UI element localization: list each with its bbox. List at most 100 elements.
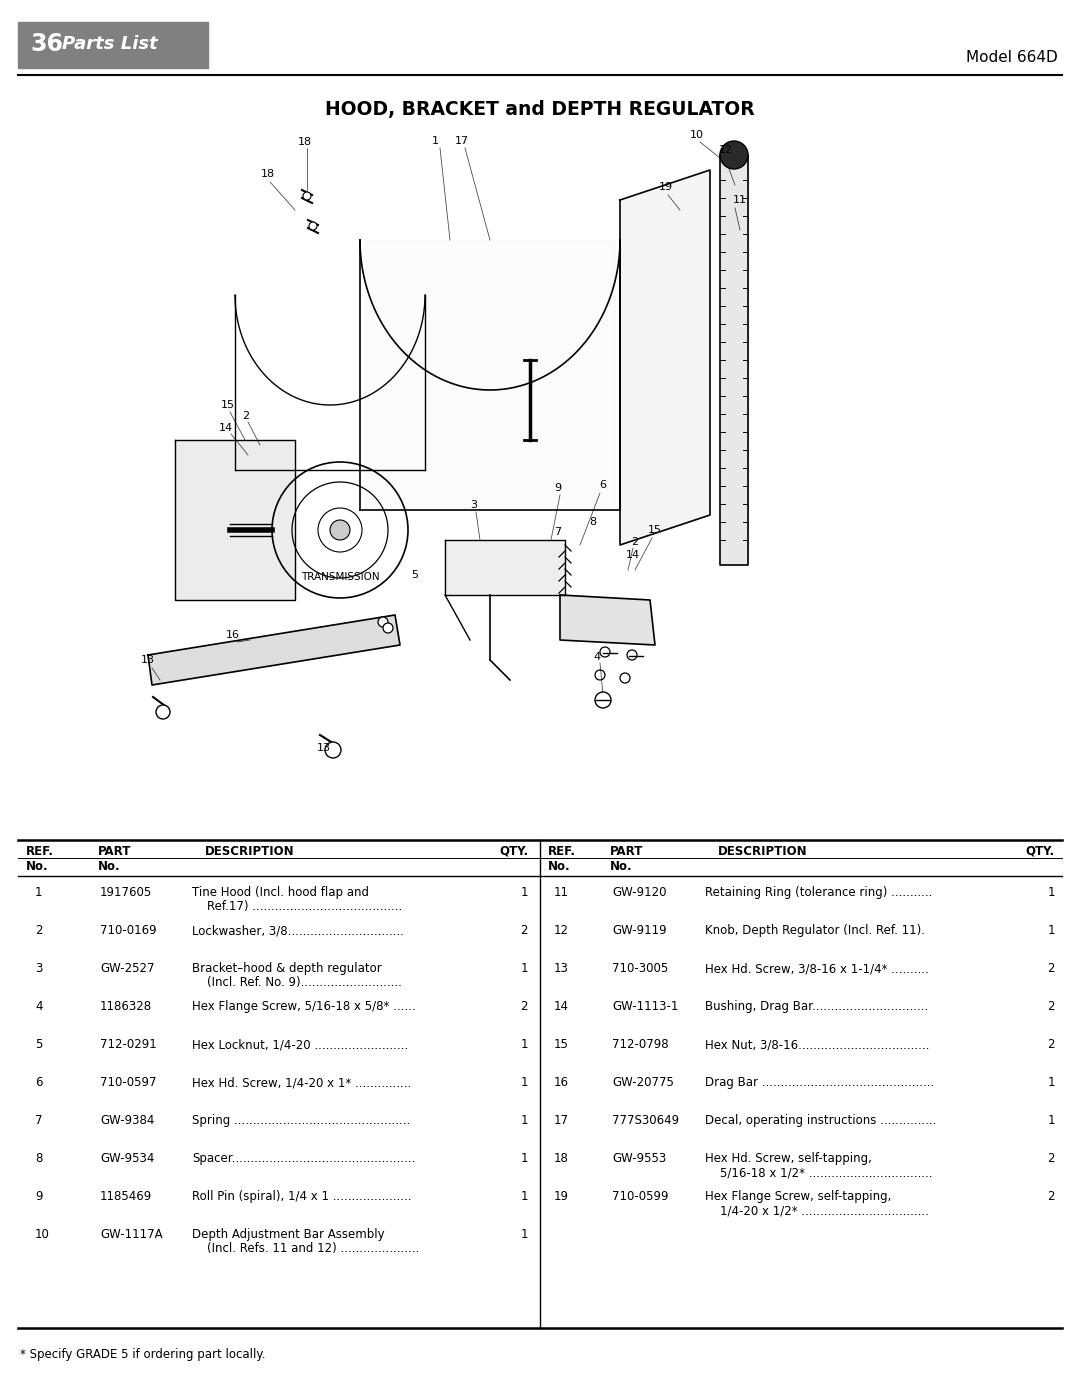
Text: 1: 1: [521, 1153, 528, 1165]
Text: Roll Pin (spiral), 1/4 x 1 .....................: Roll Pin (spiral), 1/4 x 1 .............…: [192, 1190, 411, 1203]
Text: 3: 3: [35, 963, 42, 975]
Text: 17: 17: [554, 1113, 569, 1127]
Text: 1917605: 1917605: [100, 886, 152, 900]
Text: PART: PART: [610, 845, 644, 858]
Text: 1: 1: [432, 136, 438, 147]
Text: REF.: REF.: [548, 845, 576, 858]
Text: 710-0169: 710-0169: [100, 923, 157, 937]
Text: GW-9384: GW-9384: [100, 1113, 154, 1127]
Text: 19: 19: [659, 182, 673, 191]
Text: Ref.17) ........................................: Ref.17) ................................…: [192, 900, 402, 914]
Text: 4: 4: [593, 652, 600, 662]
Text: 1: 1: [1048, 1113, 1055, 1127]
Text: QTY.: QTY.: [1026, 845, 1055, 858]
Text: 10: 10: [35, 1228, 50, 1241]
Text: GW-9553: GW-9553: [612, 1153, 666, 1165]
Text: TRANSMISSION: TRANSMISSION: [300, 571, 379, 583]
Text: 8: 8: [35, 1153, 42, 1165]
Text: 1: 1: [521, 1113, 528, 1127]
Polygon shape: [148, 615, 400, 685]
Text: 1/4-20 x 1/2* ..................................: 1/4-20 x 1/2* ..........................…: [705, 1204, 929, 1217]
Text: 712-0798: 712-0798: [612, 1038, 669, 1051]
Text: 17: 17: [455, 136, 469, 147]
Text: 2: 2: [1048, 963, 1055, 975]
Text: QTY.: QTY.: [499, 845, 528, 858]
Text: 1: 1: [521, 1076, 528, 1090]
Text: GW-20775: GW-20775: [612, 1076, 674, 1090]
Text: GW-1117A: GW-1117A: [100, 1228, 163, 1241]
Text: No.: No.: [98, 861, 121, 873]
Text: 2: 2: [521, 1000, 528, 1013]
Text: 16: 16: [554, 1076, 569, 1090]
Text: 1: 1: [35, 886, 42, 900]
Text: 2: 2: [1048, 1190, 1055, 1203]
Text: Hex Flange Screw, self-tapping,: Hex Flange Screw, self-tapping,: [705, 1190, 891, 1203]
Text: Model 664D: Model 664D: [967, 50, 1058, 66]
Text: 36: 36: [30, 32, 63, 56]
Text: 2: 2: [1048, 1038, 1055, 1051]
Text: GW-9119: GW-9119: [612, 923, 666, 937]
Text: 2: 2: [632, 536, 638, 548]
Text: 2: 2: [1048, 1000, 1055, 1013]
Text: 3: 3: [471, 500, 477, 510]
Text: Tine Hood (Incl. hood flap and: Tine Hood (Incl. hood flap and: [192, 886, 369, 900]
Text: 18: 18: [298, 137, 312, 147]
Text: Spring ...............................................: Spring .................................…: [192, 1113, 410, 1127]
Polygon shape: [620, 170, 710, 545]
Text: 11: 11: [554, 886, 569, 900]
Circle shape: [309, 222, 318, 231]
Text: 1: 1: [1048, 923, 1055, 937]
Text: 2: 2: [521, 923, 528, 937]
Text: 710-0599: 710-0599: [612, 1190, 669, 1203]
Polygon shape: [561, 595, 654, 645]
Text: GW-9534: GW-9534: [100, 1153, 154, 1165]
Text: No.: No.: [26, 861, 49, 873]
Text: 1: 1: [1048, 1076, 1055, 1090]
Text: 1: 1: [521, 1190, 528, 1203]
Text: DESCRIPTION: DESCRIPTION: [205, 845, 295, 858]
Circle shape: [330, 520, 350, 541]
Text: 13: 13: [318, 743, 330, 753]
Text: Bracket–hood & depth regulator: Bracket–hood & depth regulator: [192, 963, 381, 975]
Text: Retaining Ring (tolerance ring) ...........: Retaining Ring (tolerance ring) ........…: [705, 886, 932, 900]
Circle shape: [156, 705, 170, 719]
Circle shape: [325, 742, 341, 759]
Text: (Incl. Refs. 11 and 12) .....................: (Incl. Refs. 11 and 12) ................…: [192, 1242, 419, 1255]
Text: 15: 15: [648, 525, 662, 535]
Text: 4: 4: [35, 1000, 42, 1013]
Text: 15: 15: [554, 1038, 569, 1051]
Text: 11: 11: [733, 196, 747, 205]
Text: 18: 18: [261, 169, 275, 179]
Text: 13: 13: [554, 963, 569, 975]
Text: 1186328: 1186328: [100, 1000, 152, 1013]
Text: 2: 2: [242, 411, 249, 420]
Text: 2: 2: [35, 923, 42, 937]
Text: 777S30649: 777S30649: [612, 1113, 679, 1127]
Text: Lockwasher, 3/8...............................: Lockwasher, 3/8.........................…: [192, 923, 404, 937]
Text: 7: 7: [35, 1113, 42, 1127]
Text: 5: 5: [411, 570, 419, 580]
Text: Drag Bar ..............................................: Drag Bar ...............................…: [705, 1076, 934, 1090]
Text: 9: 9: [554, 483, 562, 493]
Text: 14: 14: [626, 550, 640, 560]
Text: 14: 14: [219, 423, 233, 433]
Text: 13: 13: [141, 655, 156, 665]
Text: Depth Adjustment Bar Assembly: Depth Adjustment Bar Assembly: [192, 1228, 384, 1241]
Text: Hex Flange Screw, 5/16-18 x 5/8* ......: Hex Flange Screw, 5/16-18 x 5/8* ......: [192, 1000, 416, 1013]
Text: 15: 15: [221, 400, 235, 409]
Text: 5: 5: [35, 1038, 42, 1051]
Text: GW-1113-1: GW-1113-1: [612, 1000, 678, 1013]
FancyBboxPatch shape: [18, 22, 208, 68]
Text: No.: No.: [610, 861, 633, 873]
Text: Hex Hd. Screw, self-tapping,: Hex Hd. Screw, self-tapping,: [705, 1153, 872, 1165]
Polygon shape: [720, 155, 748, 564]
Text: 12: 12: [719, 145, 733, 155]
Text: 1: 1: [521, 886, 528, 900]
Text: Hex Nut, 3/8-16...................................: Hex Nut, 3/8-16.........................…: [705, 1038, 930, 1051]
Text: Hex Hd. Screw, 3/8-16 x 1-1/4* ..........: Hex Hd. Screw, 3/8-16 x 1-1/4* .........…: [705, 963, 929, 975]
Text: PART: PART: [98, 845, 132, 858]
Text: 9: 9: [35, 1190, 42, 1203]
Text: 1: 1: [521, 1038, 528, 1051]
Text: 5/16-18 x 1/2* .................................: 5/16-18 x 1/2* .........................…: [705, 1166, 932, 1179]
Text: GW-2527: GW-2527: [100, 963, 154, 975]
